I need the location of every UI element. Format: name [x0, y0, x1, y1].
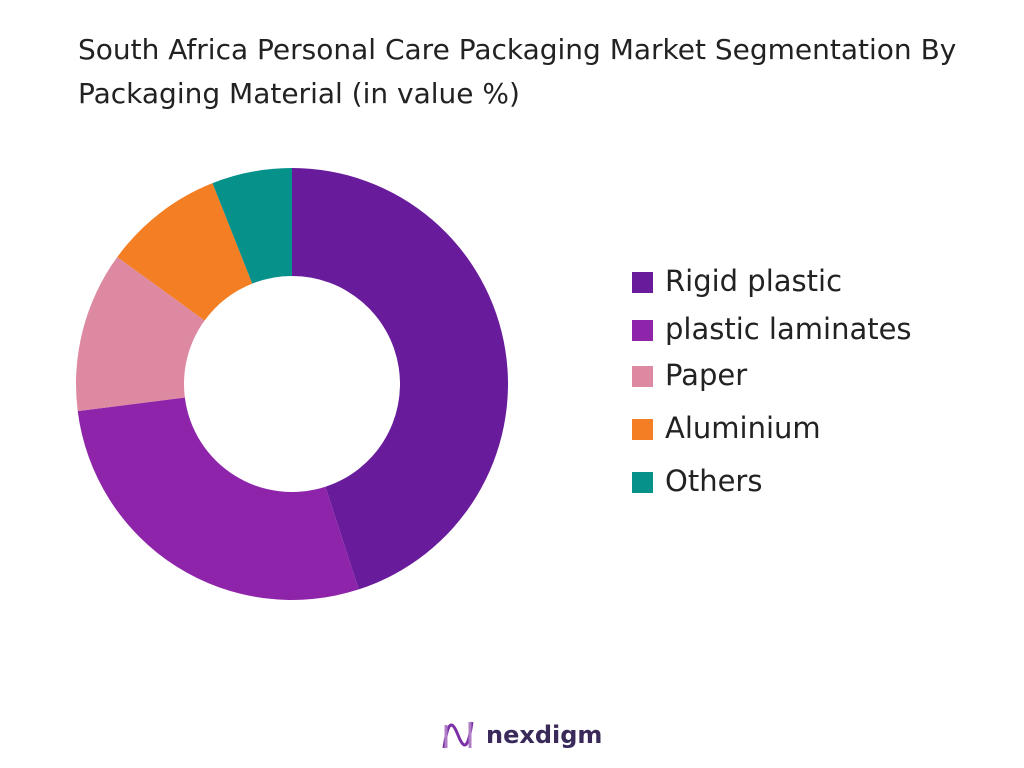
brand-name: nexdigm [486, 721, 602, 749]
legend-label: Rigid plastic [665, 264, 842, 298]
legend-label: Aluminium [665, 411, 821, 445]
donut-slice [117, 183, 253, 321]
donut-slice [76, 257, 205, 412]
legend-swatch [632, 472, 653, 493]
logo-icon [442, 721, 474, 749]
donut-slice [292, 168, 509, 590]
legend-swatch [632, 366, 653, 387]
chart-title: South Africa Personal Care Packaging Mar… [78, 33, 957, 110]
legend-label: Paper [665, 358, 747, 392]
legend-label: Others [665, 464, 762, 498]
legend-label: plastic laminates [665, 312, 912, 346]
legend-swatch [632, 272, 653, 293]
legend-swatch [632, 419, 653, 440]
donut-slice [77, 397, 359, 601]
donut-slice [212, 168, 292, 284]
legend-swatch [632, 320, 653, 341]
